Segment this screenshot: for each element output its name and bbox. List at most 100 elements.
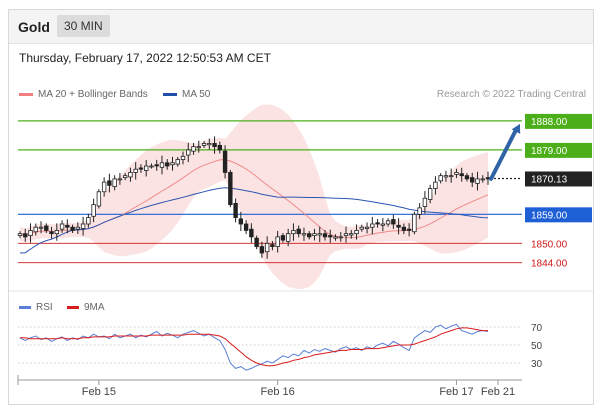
rsi-ma9-line [20, 327, 488, 367]
candle [65, 219, 70, 234]
level-label-pivot: 1859.00 [531, 210, 568, 221]
level-label-support: 1844.00 [531, 259, 568, 270]
x-tick-label: Feb 17 [439, 386, 473, 398]
candle [180, 151, 186, 165]
candle [317, 226, 322, 243]
candle [401, 223, 407, 235]
candle [338, 232, 343, 242]
instrument-title: Gold [18, 19, 50, 35]
credit-text: Research © 2022 Trading Central [436, 89, 586, 100]
candle [80, 216, 86, 236]
candle [17, 231, 23, 239]
legend-bollinger: MA 20 + Bollinger Bands [19, 89, 148, 100]
candle [159, 155, 165, 175]
candle [291, 223, 296, 241]
candle [133, 162, 138, 180]
candle [186, 142, 191, 163]
candle [201, 140, 207, 148]
legend-rsi: RSI [19, 302, 53, 313]
candle [301, 227, 307, 241]
candle [438, 173, 443, 184]
candle [470, 172, 475, 187]
candle [154, 159, 159, 171]
bollinger-swatch [19, 92, 33, 96]
candle [328, 229, 333, 243]
candle [354, 224, 359, 240]
ma9-swatch [67, 305, 79, 309]
candle [364, 222, 370, 234]
candle [254, 235, 259, 250]
candle [170, 156, 175, 171]
candle [112, 175, 117, 191]
candle [322, 229, 328, 241]
candle [422, 191, 428, 214]
rsi-swatch [19, 305, 31, 309]
candle [359, 224, 364, 232]
candle [212, 136, 217, 154]
x-tick-label: Feb 21 [481, 386, 515, 398]
candle [375, 219, 380, 228]
bollinger-band-fill [20, 104, 488, 290]
candle [296, 225, 301, 238]
candle [259, 241, 265, 258]
ma50-swatch [163, 92, 177, 96]
candle [443, 170, 449, 182]
level-tag-last [525, 171, 592, 187]
candle [427, 184, 433, 204]
candle [285, 228, 291, 247]
candle [191, 142, 196, 155]
candle [54, 223, 60, 241]
candle [454, 168, 459, 179]
candle [391, 214, 396, 229]
candle [343, 226, 349, 243]
candle [107, 173, 112, 193]
candle [138, 164, 144, 173]
candle [417, 203, 422, 220]
ma50-line [19, 187, 489, 254]
candle [396, 218, 401, 235]
candle [233, 198, 238, 223]
widget-header: Gold 30 MIN [9, 10, 593, 44]
candle [480, 175, 485, 183]
candle [122, 173, 128, 181]
candle [96, 189, 102, 209]
candle [312, 228, 317, 241]
candle [459, 167, 464, 182]
candle [243, 220, 249, 235]
candle [196, 140, 201, 153]
legend-ma50: MA 50 [163, 89, 210, 100]
candle [28, 223, 33, 243]
candle [380, 218, 386, 232]
candle [38, 221, 44, 234]
candle [275, 230, 280, 253]
x-tick-label: Feb 16 [261, 386, 295, 398]
candle [86, 213, 91, 228]
legend-rsi-label: RSI [36, 302, 53, 313]
candle [412, 211, 417, 235]
candle [222, 145, 228, 179]
legend-bollinger-label: MA 20 + Bollinger Bands [38, 89, 148, 100]
level-tag-resistance [525, 113, 592, 129]
candle [101, 177, 107, 197]
candle [44, 223, 49, 234]
candle [70, 224, 75, 234]
level-tag-pivot [525, 207, 592, 223]
candle [270, 240, 275, 251]
level-label-support: 1850.00 [531, 239, 568, 250]
candle [475, 171, 480, 191]
candle [165, 159, 170, 170]
level-tag-resistance [525, 142, 592, 158]
candle [448, 168, 454, 183]
legend-ma50-label: MA 50 [182, 89, 211, 100]
candle [264, 236, 270, 259]
candle [144, 160, 149, 177]
candle [385, 218, 391, 227]
candle [433, 176, 438, 195]
timeframe-button[interactable]: 30 MIN [57, 15, 110, 37]
candle [207, 138, 212, 150]
candle [370, 216, 375, 235]
candle [228, 169, 233, 208]
candle [307, 231, 312, 240]
candle [33, 223, 38, 236]
